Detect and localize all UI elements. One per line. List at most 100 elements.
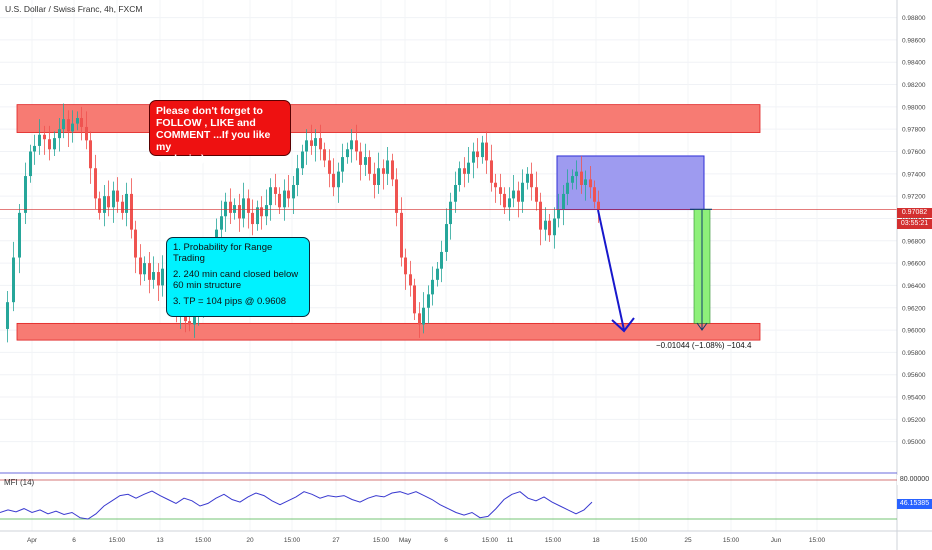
candle-body [107,196,110,208]
candle-body [391,160,394,180]
candle-body [544,220,547,230]
candle-body [148,263,151,280]
candle-body [43,134,46,140]
time-tick-label: 15:00 [809,537,826,544]
candle-body [48,139,51,150]
candle-body [526,173,529,183]
candle-body [301,151,304,169]
candle-body [517,190,520,202]
candle-body [512,190,515,199]
candle-body [6,302,9,329]
candle-body [521,182,524,202]
candle-body [98,198,101,213]
candle-body [323,149,326,161]
candle-body [584,179,587,185]
candle-body [436,268,439,280]
zones-layer [16,104,761,341]
candle-body [485,142,488,161]
mfi-upper-tag: 80.00000 [897,475,932,485]
time-tick-label: 27 [332,537,340,544]
price-tick-label: 0.96200 [902,305,926,312]
time-tick-label: 18 [592,537,600,544]
time-tick-label: 15:00 [545,537,562,544]
price-tick-label: 0.98600 [902,37,926,44]
candle-body [571,176,574,183]
price-tick-label: 0.95200 [902,417,926,424]
candle-body [395,179,398,213]
time-tick-label: 15:00 [631,537,648,544]
projection-arrow [597,209,625,331]
candle-body [314,138,317,146]
time-tick-label: 25 [684,537,692,544]
candle-body [287,190,290,199]
time-tick-label: 20 [246,537,254,544]
price-axis[interactable]: 0.98800 0.98600 0.98400 0.98200 0.98000 0.978… [896,0,932,550]
candle-body [224,201,227,217]
candle-body [341,157,344,172]
price-axis-bg [897,0,932,550]
time-tick-label: 6 [72,537,76,544]
candle-body [553,218,556,236]
candle-body [251,212,254,225]
price-tick-label: 0.95000 [902,439,926,446]
candle-body [296,168,299,185]
analysis-note-line-3: 3. TP = 104 pips @ 0.9608 [173,296,287,307]
candle-body [355,140,358,152]
follow-like-note[interactable]: Please don't forget to FOLLOW , LIKE and… [149,100,291,165]
candle-body [562,193,565,210]
candle-body [269,187,272,206]
candle-body [382,168,385,174]
candle-body [319,138,322,150]
candle-body [67,119,70,132]
candle-body [152,272,155,280]
candle-body [346,149,349,158]
candle-body [359,151,362,165]
candle-body [238,205,241,219]
candle-body [33,145,36,152]
price-tick-label: 0.97800 [902,127,926,134]
candle-body [53,138,56,150]
time-tick-label: 15:00 [195,537,212,544]
time-axis[interactable]: Apr 6 15:00 13 15:00 20 15:00 27 15:00 May 6 15:00 1… [0,530,932,544]
candle-body [508,198,511,208]
candle-body [260,207,263,217]
candle-body [62,119,65,130]
candle-body [404,257,407,275]
mfi-pane[interactable] [0,472,897,520]
price-tick-label: 0.96000 [902,328,926,335]
candle-body [12,257,15,303]
candle-body [310,140,313,146]
candle-body [305,140,308,152]
candle-body [38,134,41,146]
candle-body [458,168,461,185]
candle-body [440,251,443,269]
candles-layer [6,103,600,343]
candle-body [481,142,484,158]
candle-body [229,201,232,213]
candle-body [143,263,146,275]
candle-body [278,193,281,208]
candle-body [256,207,259,225]
time-tick-label: May [399,537,412,544]
candle-body [386,160,389,174]
candle-body [548,220,551,236]
candle-body [292,184,295,199]
candle-body [449,201,452,225]
analysis-note[interactable]: 1. Probability for Range Trading 2. 240 … [166,237,310,317]
candle-body [103,196,106,213]
price-tick-label: 0.98800 [902,15,926,22]
candle-body [463,168,466,174]
candle-body [413,285,416,314]
support-zone [16,322,761,341]
candle-body [350,140,353,150]
candle-body [24,176,27,213]
resistance-zone [16,104,761,133]
candle-body [530,173,533,188]
candle-body [368,157,371,174]
target-arrowhead [696,322,708,331]
price-tick-label: 0.98200 [902,82,926,89]
candle-body [422,307,425,325]
candle-body [467,162,470,174]
candle-body [337,171,340,188]
